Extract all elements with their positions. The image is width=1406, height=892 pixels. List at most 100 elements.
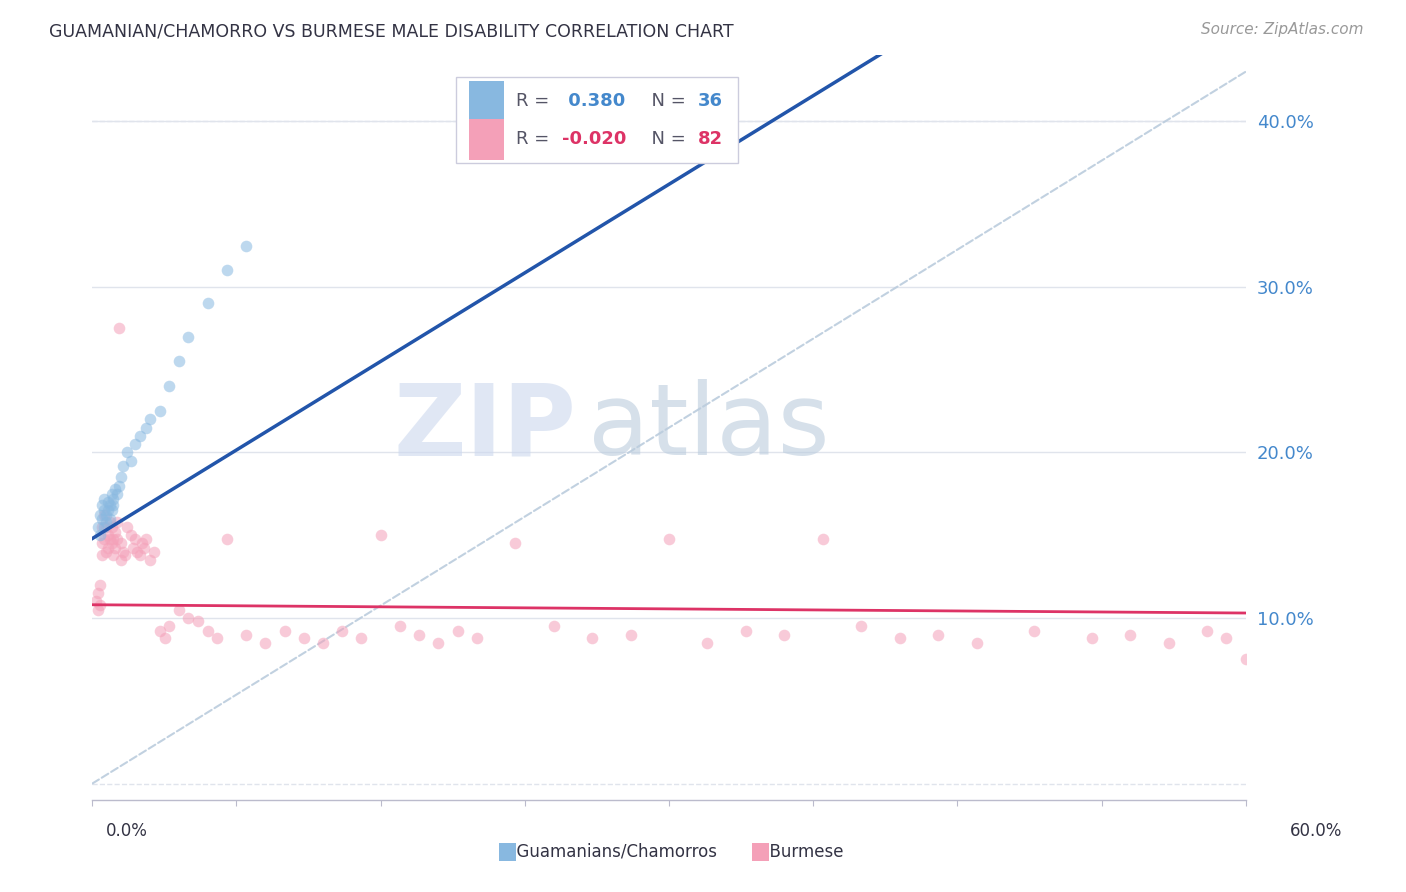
Point (100, 536, 122, 550)
Point (114, 548, 136, 562)
Bar (470, 81, 505, 122)
Point (177, 611, 200, 625)
Text: 82: 82 (697, 130, 723, 148)
Bar (470, 119, 505, 160)
Text: atlas: atlas (588, 379, 830, 476)
Point (87, 603, 110, 617)
Point (1215, 631, 1237, 645)
Point (388, 619, 411, 633)
Point (115, 445, 138, 459)
Point (215, 263, 238, 277)
Text: Burmese: Burmese (759, 843, 844, 861)
Point (149, 624, 172, 639)
Point (927, 627, 949, 641)
Point (98, 511, 121, 525)
Point (215, 532, 238, 546)
Point (889, 631, 911, 645)
Point (503, 536, 526, 550)
Point (98, 499, 121, 513)
Text: N =: N = (640, 130, 692, 148)
Point (91, 548, 114, 562)
Point (446, 624, 468, 639)
Point (139, 412, 162, 426)
Point (91, 536, 114, 550)
Point (1157, 636, 1180, 650)
Point (110, 536, 132, 550)
Point (104, 524, 127, 539)
Text: -0.020: -0.020 (562, 130, 626, 148)
Text: Source: ZipAtlas.com: Source: ZipAtlas.com (1201, 22, 1364, 37)
Point (155, 631, 177, 645)
Point (103, 491, 125, 506)
Point (91, 520, 114, 534)
Point (1197, 624, 1219, 639)
Point (273, 624, 295, 639)
Point (108, 478, 131, 492)
Point (619, 627, 641, 641)
Point (139, 553, 162, 567)
Point (658, 532, 681, 546)
Point (103, 548, 125, 562)
Point (408, 627, 430, 641)
Point (94, 545, 117, 559)
Point (1081, 631, 1104, 645)
Point (129, 429, 152, 443)
Point (105, 532, 128, 546)
Point (167, 354, 190, 368)
Point (167, 603, 190, 617)
Point (254, 636, 277, 650)
Point (966, 636, 988, 650)
Point (312, 636, 335, 650)
Point (124, 532, 146, 546)
Point (104, 541, 127, 556)
Point (235, 238, 257, 252)
Point (93, 503, 115, 517)
Point (98, 532, 121, 546)
Point (370, 528, 392, 542)
Point (1024, 624, 1046, 639)
Point (112, 458, 135, 473)
Point (135, 420, 157, 434)
Point (94, 515, 117, 529)
Point (87, 586, 110, 600)
Point (89, 578, 111, 592)
Point (157, 619, 180, 633)
Point (110, 470, 132, 484)
Point (330, 624, 353, 639)
Point (427, 636, 450, 650)
Text: R =: R = (516, 93, 554, 111)
Point (100, 520, 122, 534)
Point (197, 624, 219, 639)
Point (97, 541, 120, 556)
Point (115, 520, 138, 534)
Point (121, 541, 143, 556)
Point (135, 532, 157, 546)
Text: Guamanians/Chamorros: Guamanians/Chamorros (506, 843, 717, 861)
Point (235, 627, 257, 641)
Text: R =: R = (516, 130, 554, 148)
Point (120, 454, 142, 468)
Point (98, 515, 121, 529)
Point (94, 508, 117, 523)
Point (103, 499, 125, 513)
Point (91, 499, 114, 513)
Point (696, 636, 718, 650)
Point (465, 631, 488, 645)
Text: 0.380: 0.380 (562, 93, 626, 111)
Point (89, 528, 111, 542)
Point (93, 520, 115, 534)
Text: GUAMANIAN/CHAMORRO VS BURMESE MALE DISABILITY CORRELATION CHART: GUAMANIAN/CHAMORRO VS BURMESE MALE DISAB… (49, 22, 734, 40)
Point (197, 296, 219, 310)
Point (177, 329, 200, 343)
Point (104, 482, 127, 496)
Text: 60.0%: 60.0% (1291, 822, 1343, 840)
Point (105, 487, 128, 501)
Point (1234, 652, 1257, 666)
Point (84, 594, 107, 608)
Point (157, 379, 180, 393)
Point (105, 515, 128, 529)
Point (142, 545, 165, 559)
Point (125, 545, 148, 559)
Text: 36: 36 (697, 93, 723, 111)
Text: N =: N = (640, 93, 692, 111)
